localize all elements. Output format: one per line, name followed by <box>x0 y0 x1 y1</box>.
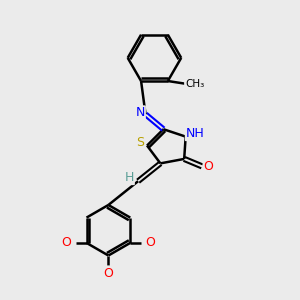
Text: CH₃: CH₃ <box>185 79 204 89</box>
Text: O: O <box>103 267 113 280</box>
Text: H: H <box>124 171 134 184</box>
Text: NH: NH <box>186 127 205 140</box>
Text: O: O <box>146 236 155 249</box>
Text: N: N <box>136 106 145 119</box>
Text: O: O <box>204 160 214 173</box>
Text: O: O <box>61 236 71 249</box>
Text: S: S <box>136 136 145 149</box>
